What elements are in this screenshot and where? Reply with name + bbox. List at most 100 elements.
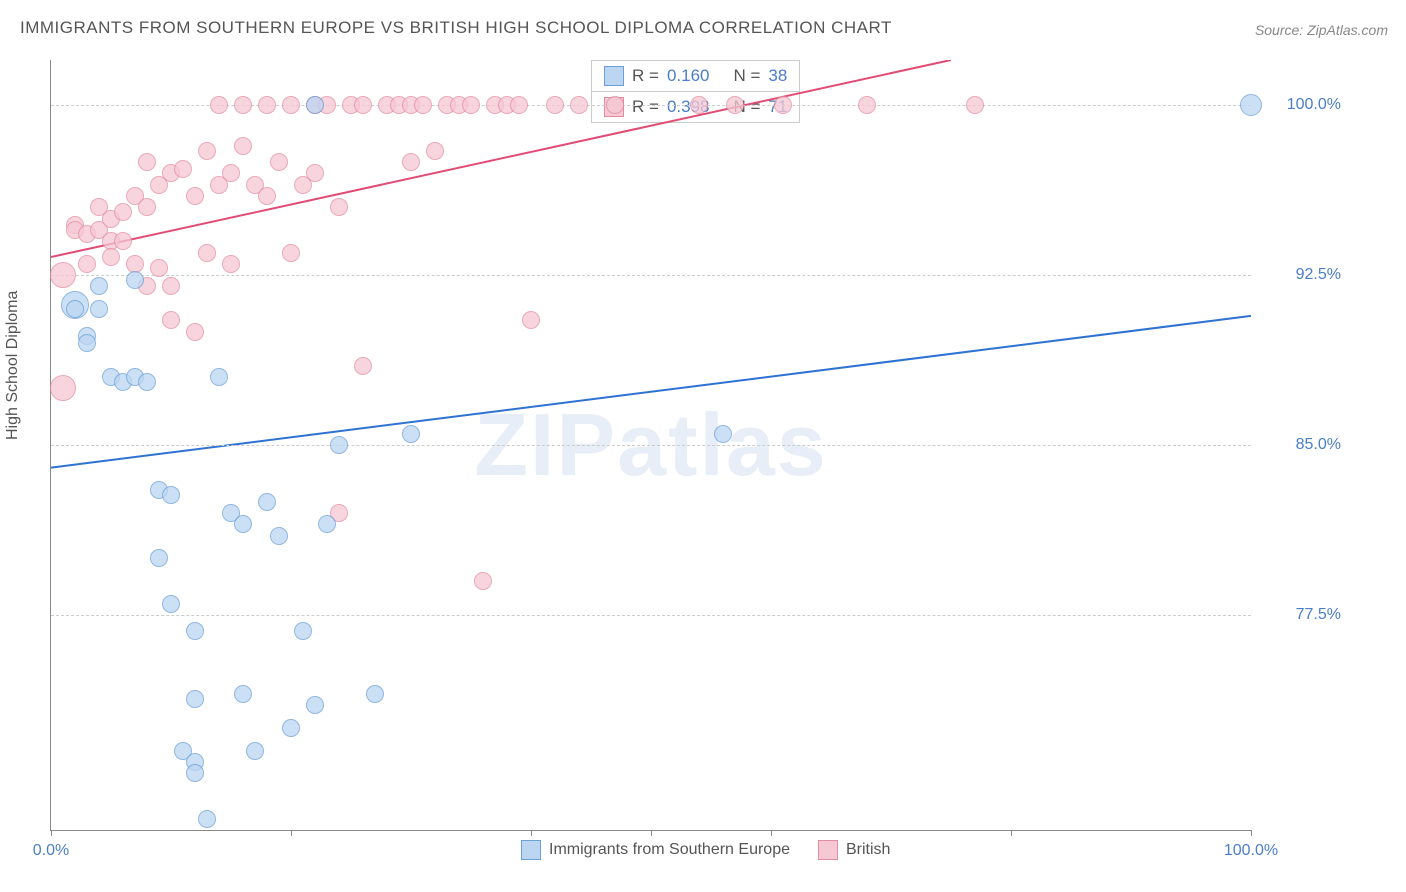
scatter-point	[714, 425, 732, 443]
scatter-point	[354, 96, 372, 114]
scatter-point	[198, 810, 216, 828]
scatter-point	[90, 300, 108, 318]
x-tick-label: 0.0%	[33, 842, 69, 860]
r-label: R =	[632, 66, 659, 86]
gridline	[51, 275, 1251, 276]
scatter-point	[150, 549, 168, 567]
scatter-point	[606, 96, 624, 114]
legend-item-0: Immigrants from Southern Europe	[521, 840, 790, 860]
scatter-point	[294, 622, 312, 640]
scatter-point	[222, 164, 240, 182]
scatter-point	[402, 425, 420, 443]
x-tick-mark	[51, 830, 52, 836]
scatter-point	[354, 357, 372, 375]
scatter-point	[330, 198, 348, 216]
scatter-point	[198, 244, 216, 262]
x-tick-label: 100.0%	[1224, 842, 1278, 860]
scatter-point	[162, 595, 180, 613]
scatter-point	[1240, 94, 1262, 116]
legend-label: British	[846, 841, 890, 859]
swatch-icon	[818, 840, 838, 860]
scatter-point	[50, 262, 76, 288]
scatter-point	[570, 96, 588, 114]
scatter-point	[330, 436, 348, 454]
scatter-point	[522, 311, 540, 329]
scatter-point	[258, 96, 276, 114]
scatter-point	[546, 96, 564, 114]
x-tick-mark	[1011, 830, 1012, 836]
scatter-point	[138, 153, 156, 171]
scatter-point	[270, 527, 288, 545]
x-tick-mark	[1251, 830, 1252, 836]
scatter-point	[162, 311, 180, 329]
scatter-point	[402, 153, 420, 171]
scatter-point	[426, 142, 444, 160]
scatter-point	[174, 160, 192, 178]
scatter-point	[306, 96, 324, 114]
n-label: N =	[733, 66, 760, 86]
scatter-point	[138, 198, 156, 216]
scatter-point	[138, 373, 156, 391]
scatter-point	[114, 232, 132, 250]
scatter-point	[282, 96, 300, 114]
y-tick-label: 85.0%	[1261, 436, 1341, 454]
scatter-point	[234, 137, 252, 155]
scatter-point	[258, 493, 276, 511]
scatter-point	[90, 277, 108, 295]
scatter-point	[282, 244, 300, 262]
scatter-point	[774, 96, 792, 114]
scatter-point	[282, 719, 300, 737]
n-value: 38	[768, 66, 787, 86]
x-tick-mark	[531, 830, 532, 836]
gridline	[51, 445, 1251, 446]
scatter-point	[726, 96, 744, 114]
y-axis-label: High School Diploma	[4, 291, 22, 440]
scatter-point	[234, 96, 252, 114]
source-label: Source: ZipAtlas.com	[1255, 22, 1388, 38]
gridline	[51, 105, 1251, 106]
scatter-point	[198, 142, 216, 160]
scatter-point	[150, 259, 168, 277]
scatter-point	[246, 742, 264, 760]
x-tick-mark	[651, 830, 652, 836]
swatch-icon	[604, 66, 624, 86]
scatter-point	[462, 96, 480, 114]
scatter-point	[366, 685, 384, 703]
scatter-point	[186, 690, 204, 708]
scatter-point	[306, 164, 324, 182]
scatter-point	[270, 153, 288, 171]
y-tick-label: 100.0%	[1261, 96, 1341, 114]
bottom-legend: Immigrants from Southern Europe British	[521, 840, 890, 860]
scatter-point	[234, 685, 252, 703]
x-tick-mark	[291, 830, 292, 836]
scatter-point	[66, 300, 84, 318]
swatch-icon	[521, 840, 541, 860]
y-tick-label: 77.5%	[1261, 606, 1341, 624]
y-tick-label: 92.5%	[1261, 266, 1341, 284]
scatter-point	[318, 515, 336, 533]
scatter-point	[50, 375, 76, 401]
scatter-point	[186, 187, 204, 205]
scatter-point	[966, 96, 984, 114]
chart-title: IMMIGRANTS FROM SOUTHERN EUROPE VS BRITI…	[20, 18, 892, 38]
scatter-point	[114, 203, 132, 221]
r-label: R =	[632, 97, 659, 117]
scatter-point	[78, 255, 96, 273]
scatter-point	[258, 187, 276, 205]
stats-row-series-0: R = 0.160 N = 38	[592, 61, 799, 91]
gridline	[51, 615, 1251, 616]
scatter-point	[414, 96, 432, 114]
scatter-point	[162, 486, 180, 504]
scatter-point	[222, 255, 240, 273]
r-value: 0.160	[667, 66, 710, 86]
scatter-point	[306, 696, 324, 714]
scatter-point	[186, 764, 204, 782]
scatter-point	[690, 96, 708, 114]
scatter-point	[210, 96, 228, 114]
scatter-point	[78, 334, 96, 352]
scatter-point	[474, 572, 492, 590]
scatter-point	[858, 96, 876, 114]
scatter-point	[210, 368, 228, 386]
scatter-point	[510, 96, 528, 114]
scatter-point	[162, 277, 180, 295]
